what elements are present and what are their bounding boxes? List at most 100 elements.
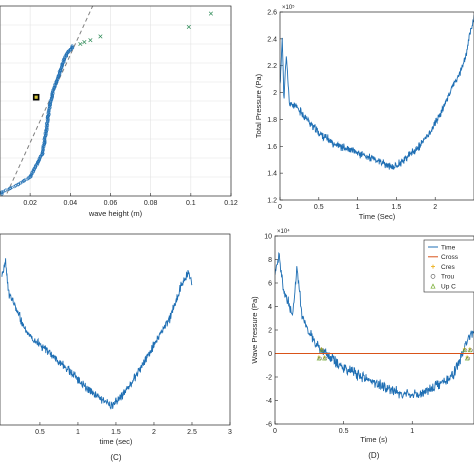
- data-point-circle: [28, 175, 32, 179]
- data-point-circle: [41, 145, 45, 149]
- data-point-circle: [19, 181, 23, 185]
- y-tick-label: -6: [266, 422, 272, 429]
- y-tick-label: 1.2: [267, 198, 277, 205]
- x-tick-label: 1.5: [111, 429, 121, 436]
- legend-label: Up C: [441, 284, 456, 291]
- data-point-circle: [68, 47, 73, 52]
- data-point-circle: [44, 129, 48, 134]
- data-point-cross: [78, 41, 83, 47]
- data-point-circle: [70, 46, 75, 50]
- series-line: [275, 252, 474, 399]
- data-point-cross: [88, 38, 93, 43]
- up-crossing-marker: [464, 355, 470, 361]
- data-point-cross: [208, 11, 213, 16]
- data-point-circle: [42, 141, 46, 145]
- panel-letter: (C): [110, 453, 121, 462]
- up-crossing-marker: [462, 347, 467, 353]
- x-tick-label: 0: [278, 204, 282, 211]
- x-tick-label: 2: [433, 204, 437, 211]
- exponent-label: ×10⁴: [277, 228, 290, 235]
- series-line: [280, 15, 474, 170]
- x-tick-label: 1: [410, 428, 414, 435]
- legend-label: Cres: [441, 264, 455, 271]
- y-tick-label: -2: [266, 375, 272, 382]
- data-point-circle: [66, 49, 71, 54]
- data-point-circle: [46, 114, 50, 118]
- x-axis-label: Time (Sec): [359, 212, 396, 221]
- panel-letter: (D): [368, 451, 379, 460]
- up-crossing-marker: [319, 347, 324, 353]
- y-tick-label: 2.4: [267, 36, 277, 43]
- x-tick-label: 0.04: [63, 200, 77, 207]
- x-tick-label: 0.08: [144, 200, 158, 207]
- legend-swatch-crest: [431, 264, 435, 269]
- legend-swatch-trough: [430, 274, 436, 279]
- data-point-circle: [14, 183, 18, 187]
- legend-label: Cross: [441, 254, 459, 261]
- x-tick-label: 2: [152, 429, 156, 436]
- data-point-circle: [70, 44, 74, 48]
- y-tick-label: 1.8: [267, 117, 277, 124]
- axes-frame: [279, 11, 474, 201]
- y-tick-label: -4: [266, 398, 272, 405]
- x-tick-label: 0.1: [186, 200, 196, 207]
- data-point-circle: [4, 188, 8, 192]
- up-crossing-marker: [322, 355, 327, 361]
- legend-box: [423, 239, 474, 293]
- y-tick-label: 4: [268, 304, 272, 311]
- x-tick-label: 0.5: [35, 429, 45, 436]
- y-tick-label: 2: [268, 328, 272, 335]
- axes-frame: [274, 235, 474, 425]
- y-axis-label: Total Pressure (Pa): [254, 73, 263, 138]
- data-point-cross: [98, 34, 103, 39]
- data-point-circle: [32, 167, 36, 172]
- axes-frame: [0, 233, 231, 426]
- data-point-circle: [50, 93, 54, 98]
- x-tick-label: 0.5: [314, 204, 324, 211]
- y-tick-label: 0: [268, 351, 272, 358]
- x-tick-label: 0.06: [104, 200, 118, 207]
- x-tick-label: 2.5: [187, 429, 197, 436]
- data-point-cross: [82, 40, 87, 45]
- data-point-circle: [29, 172, 34, 177]
- y-axis-label: Wave Pressure (Pa): [250, 296, 259, 364]
- data-point-circle: [22, 179, 26, 183]
- legend-label: Time: [441, 244, 456, 251]
- x-tick-label: 0.5: [339, 428, 349, 435]
- data-point-circle: [47, 108, 51, 112]
- y-tick-label: 1.4: [267, 171, 277, 178]
- data-point-circle: [64, 53, 69, 58]
- panel-a: 0.02 0.04 0.06 0.08 0.1 0.12 wave height (m): [0, 5, 238, 218]
- y-tick-label: 6: [268, 281, 272, 288]
- data-point-circle: [48, 103, 52, 107]
- y-tick-label: 1.6: [267, 144, 277, 151]
- x-tick-label: 3: [228, 429, 232, 436]
- axes-frame: [0, 5, 232, 197]
- data-point-circle: [50, 92, 54, 96]
- data-point-circle: [60, 63, 64, 67]
- series-line: [1, 258, 193, 410]
- y-tick-label: 8: [268, 257, 272, 264]
- panel-b: 0 0.5 1 1.5 2 1.2 1.4 1.6 1.8 2 2.2 2.4 2.6 ×10⁵ Time …: [254, 4, 474, 221]
- panel-d: 0 0.5 1 -6 -4 -2 0 2 4 6 8 10 ×10⁴ Time (s) (D) Wave Pr…: [250, 228, 474, 460]
- data-point-circle: [40, 152, 44, 156]
- data-point-circle: [56, 74, 60, 79]
- x-tick-label: 0.12: [224, 200, 238, 207]
- data-point-circle: [16, 182, 20, 187]
- x-tick-label: 1: [356, 204, 360, 211]
- x-axis-label: wave height (m): [88, 209, 143, 218]
- data-point-circle: [62, 57, 67, 61]
- x-axis-label: Time (s): [360, 435, 388, 444]
- exponent-label: ×10⁵: [282, 4, 295, 11]
- x-tick-label: 1.5: [392, 204, 402, 211]
- x-axis-label: time (sec): [99, 437, 132, 446]
- up-crossing-marker: [316, 355, 322, 361]
- up-crossing-marker: [467, 347, 473, 353]
- legend-label: Trou: [441, 274, 455, 281]
- data-point-circle: [26, 176, 30, 180]
- data-point-circle: [0, 190, 4, 194]
- data-point-circle: [3, 189, 7, 193]
- data-point-cross: [186, 24, 191, 29]
- data-point-circle: [54, 80, 58, 84]
- x-tick-label: 0: [273, 428, 277, 435]
